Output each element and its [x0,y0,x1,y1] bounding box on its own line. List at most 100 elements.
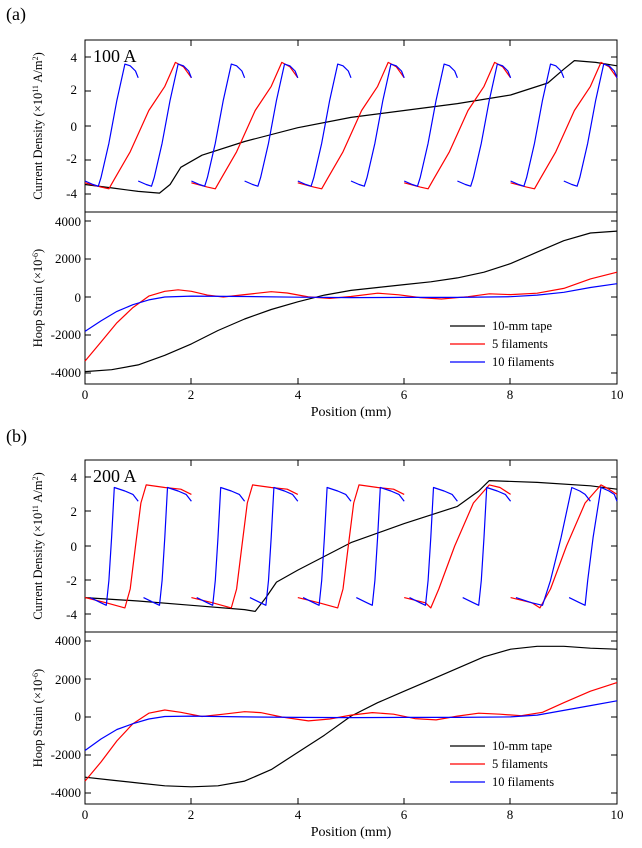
x-axis-label: Position (mm) [311,405,392,420]
series-line-10-filaments-9 [568,486,618,606]
panel-label-a: (a) [6,4,26,25]
plot-series [84,230,618,373]
y-tick-label: -4000 [51,365,81,380]
y-tick-label: -2000 [51,747,81,762]
x-tick-label: 0 [82,387,89,402]
legend-label: 10 filaments [492,775,554,789]
x-tick-label: 10 [611,387,624,402]
series-line-5-filaments-2 [297,61,405,190]
y-ticks [85,56,617,195]
x-tick-label: 2 [188,807,195,822]
y-tick-label: 0 [71,119,78,134]
x-tick-label: 6 [401,387,408,402]
series-line-10-filaments-0 [90,486,139,606]
series-line-5-filaments-2 [297,484,405,609]
series-line-10-filaments-1 [143,486,192,606]
series-line-10-mm-tape-0 [84,59,618,194]
y-ticks [85,220,617,374]
y-tick-labels: 4 2 0 -2 -4 [66,470,77,622]
y-axis-label: Hoop Strain (×10-6) [31,249,46,347]
series-line-5-filaments-4 [510,61,618,190]
x-tick-label: 6 [401,807,408,822]
current-label: 200 A [93,466,137,486]
series-line-10-filaments-3 [244,63,299,187]
legend-label: 10 filaments [492,355,554,369]
series-line-10-filaments-0 [84,283,618,332]
series-line-10-mm-tape-0 [84,645,618,788]
legend-label: 5 filaments [492,757,548,771]
y-axis-label: Current Density (×1011 A/m2) [31,52,46,200]
plot-frame [84,211,618,385]
x-tick-label: 4 [295,387,302,402]
y-axis-label: Current Density (×1011 A/m2) [31,472,46,620]
x-tick-labels: 0 2 4 6 8 10 [82,387,624,402]
x-ticks [84,40,618,384]
series-line-10-filaments-4 [297,63,352,187]
series-line-10-mm-tape-0 [84,230,618,373]
panel-a-x-axis: 0 2 4 6 8 10 Position (mm) [82,40,624,420]
series-line-10-filaments-1 [137,63,192,187]
y-tick-label: 4000 [55,633,81,648]
y-tick-label: -4 [66,186,77,201]
series-line-5-filaments-1 [191,61,299,190]
legend-label: 10-mm tape [492,739,553,753]
y-tick-label: 0 [71,539,78,554]
x-axis-label: Position (mm) [311,825,392,840]
series-line-10-mm-tape-0 [84,480,618,613]
series-line-5-filaments-0 [84,61,192,190]
panel-b-x-axis: 0 2 4 6 8 10 Position (mm) [82,460,624,840]
y-axis-label: Hoop Strain (×10-6) [31,669,46,767]
series-line-10-filaments-8 [510,63,565,187]
y-tick-label: 4000 [55,214,81,229]
series-line-10-filaments-7 [457,63,512,187]
x-tick-label: 10 [611,807,624,822]
y-tick-label: -4000 [51,785,81,800]
series-line-10-filaments-0 [84,700,618,751]
y-ticks [85,640,617,794]
y-tick-label: -2 [66,151,77,166]
plot-series [84,59,618,194]
x-tick-label: 2 [188,387,195,402]
series-line-10-filaments-9 [563,63,618,187]
plot-frame [84,631,618,805]
current-label: 100 A [93,46,137,66]
series-line-10-filaments-4 [302,486,352,606]
y-tick-label: -2 [66,573,77,588]
panel-a-hoop-strain-plot: 4000 2000 0 -2000 -4000 Hoop Strain (×10… [31,211,618,385]
series-line-10-filaments-3 [249,486,299,606]
x-tick-label: 4 [295,807,302,822]
y-tick-label: 0 [75,709,82,724]
legend: 10-mm tape 5 filaments 10 filaments [450,319,554,369]
panel-label-b: (b) [6,426,27,447]
legend: 10-mm tape 5 filaments 10 filaments [450,739,554,789]
series-line-10-filaments-5 [356,486,405,606]
y-ticks [85,476,617,615]
y-tick-label: 4 [71,470,78,485]
x-tick-label: 8 [507,387,514,402]
y-tick-label: 4 [71,50,78,65]
y-tick-label: 2 [71,82,78,97]
y-tick-label: 2 [71,504,78,519]
y-tick-label: 2000 [55,672,81,687]
series-line-5-filaments-3 [404,61,512,190]
series-line-5-filaments-0 [84,682,618,782]
y-tick-labels: 4000 2000 0 -2000 -4000 [51,633,81,800]
y-tick-label: -2000 [51,327,81,342]
series-line-10-filaments-6 [403,63,458,187]
series-line-5-filaments-1 [191,484,299,609]
panel-b-current-density-plot: 200 A 4 2 0 -2 -4 Current Density (×1011… [31,459,618,633]
y-tick-label: 2000 [55,251,81,266]
series-line-5-filaments-3 [404,484,511,609]
x-tick-label: 0 [82,807,89,822]
plot-series [84,480,618,613]
plot-series [84,645,618,788]
series-line-10-filaments-6 [409,486,458,606]
y-tick-label: -4 [66,607,77,622]
series-line-10-filaments-0 [84,63,139,187]
series-line-10-filaments-7 [462,486,512,606]
x-ticks [84,460,618,804]
x-tick-label: 8 [507,807,514,822]
legend-label: 10-mm tape [492,319,553,333]
y-tick-labels: 4 2 0 -2 -4 [66,50,77,201]
legend-label: 5 filaments [492,337,548,351]
